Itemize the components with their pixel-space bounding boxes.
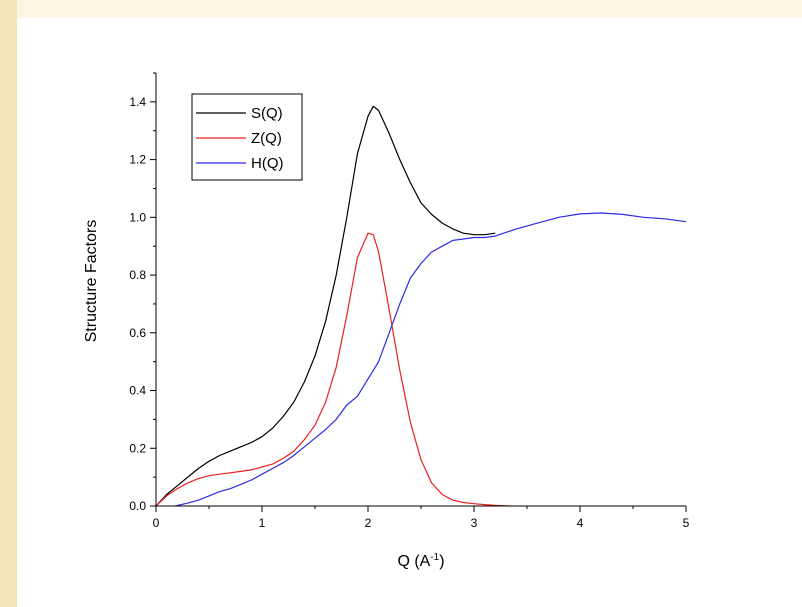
chart-panel [17,18,802,607]
y-ticks: 0.0 0.2 0.4 0.6 0.8 1.0 1.2 1.4 [129,72,156,513]
plot-lines [155,105,687,507]
series-line-s-q [155,105,496,507]
y-axis-title: Structure Factors [83,220,100,343]
y-tick-label: 1.4 [129,95,146,109]
legend: S(Q) Z(Q) H(Q) [191,93,303,181]
legend-box [191,93,303,181]
x-ticks: 0 1 2 3 4 5 [153,506,690,530]
y-tick-label: 0.2 [129,441,146,455]
x-axis-title: Q (A-1) [397,552,444,570]
y-tick-label: 0.4 [129,384,146,398]
x-tick-label: 2 [365,516,372,530]
x-tick-label: 0 [153,516,160,530]
legend-label: Z(Q) [251,130,282,147]
x-tick-label: 3 [471,516,478,530]
legend-label: H(Q) [251,155,284,172]
x-tick-label: 4 [577,516,584,530]
series-line-h-q [174,212,687,507]
y-tick-label: 1.0 [129,210,146,224]
y-tick-label: 1.2 [129,153,146,167]
left-border-strip [0,0,17,607]
x-tick-label: 5 [683,516,690,530]
x-tick-label: 1 [259,516,266,530]
y-tick-label: 0.0 [129,499,146,513]
y-tick-label: 0.6 [129,326,146,340]
legend-label: S(Q) [251,105,283,122]
series-line-z-q [155,232,512,507]
y-tick-label: 0.8 [129,268,146,282]
